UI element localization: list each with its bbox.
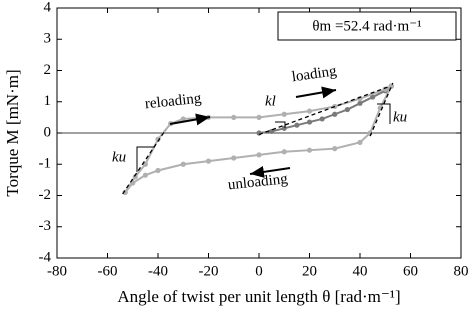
annotation: kl	[265, 93, 276, 109]
y-tick-label: -3	[39, 218, 52, 234]
slope-triangle	[275, 121, 286, 128]
data-point	[281, 111, 287, 117]
data-point	[306, 108, 313, 114]
data-point	[281, 149, 287, 155]
data-point	[142, 172, 148, 178]
x-tick-label: 60	[403, 263, 418, 279]
data-point	[357, 139, 363, 145]
data-point	[319, 116, 325, 122]
tangent-line	[258, 85, 391, 136]
data-point	[344, 106, 350, 113]
x-tick-label: 0	[255, 263, 263, 279]
data-point	[155, 136, 161, 142]
data-point	[205, 158, 212, 164]
arrow	[169, 113, 211, 126]
tangent-line	[122, 129, 167, 195]
data-point	[256, 152, 262, 158]
x-tick-label: -80	[47, 263, 67, 279]
annotation: unloading	[227, 171, 289, 193]
data-point	[231, 114, 237, 120]
y-tick-label: 0	[44, 124, 52, 140]
data-point	[332, 146, 338, 152]
data-point	[281, 125, 287, 131]
arrow	[249, 165, 291, 178]
y-tick-label: 1	[44, 93, 52, 109]
data-point	[132, 174, 138, 180]
slope-triangle	[377, 103, 391, 124]
x-tick-label: -60	[98, 263, 118, 279]
annotation: reloading	[144, 91, 203, 113]
x-axis-label: Angle of twist per unit length θ [rad·m⁻…	[117, 287, 400, 306]
data-point	[370, 94, 376, 100]
data-point	[256, 114, 262, 120]
y-tick-label: -2	[39, 187, 52, 203]
data-point	[294, 122, 300, 128]
x-tick-label: 80	[454, 263, 469, 279]
y-tick-label: -4	[39, 249, 52, 265]
data-point	[332, 111, 338, 117]
x-tick-label: 40	[353, 263, 368, 279]
slope-triangle	[136, 146, 155, 172]
y-tick-label: 2	[44, 62, 52, 78]
data-point	[231, 155, 237, 161]
data-point	[180, 116, 186, 122]
plot-layer	[56, 7, 462, 259]
data-point	[256, 130, 262, 136]
data-point	[155, 167, 161, 174]
annotation: ku	[393, 109, 407, 125]
data-point	[357, 100, 363, 106]
annotation: ku	[112, 149, 126, 165]
data-point	[306, 119, 313, 125]
arrow	[295, 86, 337, 99]
data-point	[306, 147, 313, 153]
annotation: θm =52.4 rad·m⁻¹	[312, 18, 421, 34]
x-tick-label: 20	[302, 263, 317, 279]
data-point	[269, 128, 275, 135]
x-tick-label: -40	[148, 263, 168, 279]
y-tick-label: -1	[39, 156, 52, 172]
annotation-box	[277, 11, 457, 41]
data-point	[180, 161, 186, 167]
y-tick-label: 4	[44, 0, 52, 15]
tangent-line	[369, 82, 394, 137]
y-tick-label: 3	[44, 31, 52, 47]
y-axis-label: Torque M [mN·m]	[3, 69, 22, 196]
annotation: loading	[291, 63, 338, 85]
x-tick-label: -20	[199, 263, 219, 279]
